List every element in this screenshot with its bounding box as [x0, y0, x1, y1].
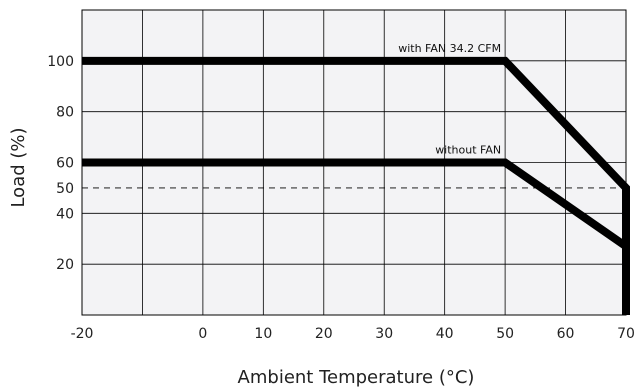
- x-axis-label: Ambient Temperature (°C): [238, 367, 475, 388]
- x-tick-label: 10: [254, 326, 272, 342]
- y-tick-label: 100: [47, 54, 74, 70]
- x-tick-label: -20: [71, 326, 94, 342]
- y-tick-label: 60: [56, 156, 74, 172]
- series-label-without-fan: without FAN: [435, 144, 501, 157]
- y-tick-label: 40: [56, 206, 74, 222]
- x-tick-label: 30: [375, 326, 393, 342]
- series-lines: [82, 56, 630, 315]
- series-line-with-fan: [82, 56, 630, 315]
- x-tick-labels: -20 0 10 20 30 40 50 60 70: [71, 326, 635, 342]
- series-line-without-fan: [82, 158, 629, 250]
- series-label-with-fan: with FAN 34.2 CFM: [398, 42, 501, 55]
- y-axis-label: Load (%): [8, 127, 29, 207]
- x-tick-label: 50: [496, 326, 514, 342]
- y-tick-label: 20: [56, 257, 74, 273]
- x-tick-label: 0: [198, 326, 207, 342]
- x-tick-label: 60: [557, 326, 575, 342]
- y-tick-label: 50: [56, 181, 74, 197]
- x-tick-label: 70: [617, 326, 635, 342]
- x-tick-label: 40: [436, 326, 454, 342]
- y-tick-label: 80: [56, 105, 74, 121]
- series-labels: with FAN 34.2 CFM without FAN: [398, 42, 501, 157]
- x-tick-label: 20: [315, 326, 333, 342]
- y-tick-labels: 20 40 50 60 80 100: [47, 54, 74, 273]
